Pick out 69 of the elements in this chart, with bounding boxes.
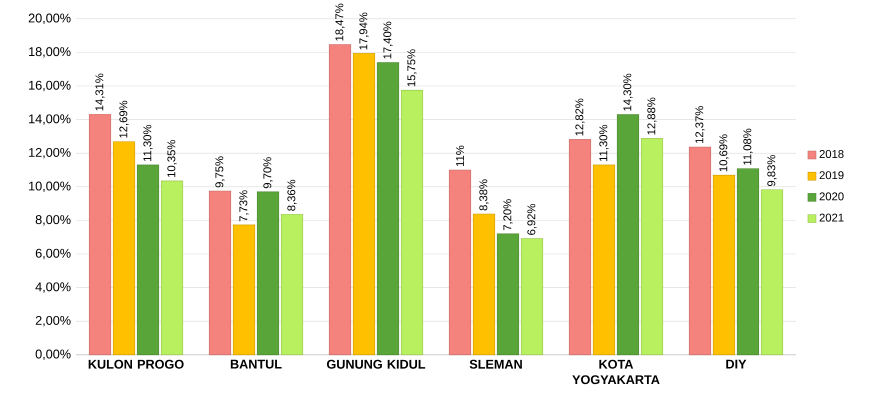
legend-label: 2019 (820, 171, 844, 180)
data-label: 8,36% (287, 180, 297, 211)
legend-label: 2020 (820, 192, 844, 200)
x-tick-label: SLEMAN (470, 360, 522, 369)
data-label: 11,30% (143, 124, 153, 161)
bar (88, 114, 112, 356)
legend-label: 2018 (820, 150, 844, 158)
data-label: 11% (456, 146, 464, 166)
x-tick-label: KOTA YOGYAKARTA (572, 360, 660, 384)
data-label: 14,30% (623, 74, 633, 111)
bar (688, 146, 712, 356)
bar (256, 192, 280, 356)
y-tick-label: 14,00% (29, 114, 71, 125)
bar (712, 174, 736, 356)
y-tick-label: 0,00% (36, 350, 71, 360)
bar (232, 224, 256, 356)
bar (592, 164, 616, 356)
data-label: 10,69% (719, 134, 729, 172)
data-label: 7,20% (503, 199, 513, 230)
bar (760, 189, 784, 356)
bar (352, 53, 376, 356)
y-tick-label: 2,00% (36, 316, 71, 326)
x-tick-label: KULON PROGO (88, 360, 184, 369)
bar (160, 180, 184, 356)
data-label: 9,83% (767, 155, 777, 186)
bar (472, 214, 496, 356)
data-label: 8,38% (479, 179, 489, 210)
bar (496, 234, 520, 356)
bar (112, 141, 136, 356)
data-label: 12,37% (695, 106, 705, 144)
data-label: 9,70% (263, 157, 273, 188)
bar (400, 90, 424, 356)
data-label: 7,73% (239, 190, 249, 222)
y-tick-label: 18,00% (29, 47, 71, 58)
y-tick-label: 6,00% (36, 248, 71, 260)
y-tick-label: 8,00% (36, 215, 71, 226)
bar (448, 170, 472, 356)
bar (280, 214, 304, 356)
data-label: 9,75% (215, 156, 225, 188)
bar (616, 114, 640, 356)
x-tick-label: GUNUNG KIDUL (326, 360, 426, 369)
data-label: 11,08% (743, 128, 753, 165)
data-label: 12,82% (575, 98, 585, 136)
data-label: 10,35% (167, 140, 177, 177)
legend-label: 2021 (820, 214, 844, 222)
bar (640, 138, 664, 356)
bar (208, 190, 232, 356)
data-label: 17,40% (383, 22, 393, 59)
data-label: 15,75% (407, 49, 417, 86)
bar (520, 238, 544, 356)
x-tick-label: DIY (726, 360, 746, 368)
bar (136, 164, 160, 356)
data-label: 6,92% (527, 204, 537, 235)
y-tick-label: 20,00% (28, 14, 71, 24)
data-label: 11,30% (599, 124, 609, 161)
y-tick-label: 12,00% (29, 148, 71, 158)
data-label: 18,47% (335, 4, 345, 41)
bar (328, 44, 352, 356)
bar (568, 139, 592, 356)
data-label: 17,94% (359, 12, 369, 50)
data-label: 12,88% (647, 98, 657, 134)
y-tick-label: 16,00% (29, 80, 71, 92)
y-tick-label: 10,00% (29, 182, 71, 192)
data-label: 12,69% (119, 100, 129, 138)
bar (376, 62, 400, 356)
bar (736, 168, 760, 356)
data-label: 14,31% (95, 74, 105, 110)
y-tick-label: 4,00% (35, 282, 71, 293)
x-tick-label: BANTUL (230, 360, 282, 369)
